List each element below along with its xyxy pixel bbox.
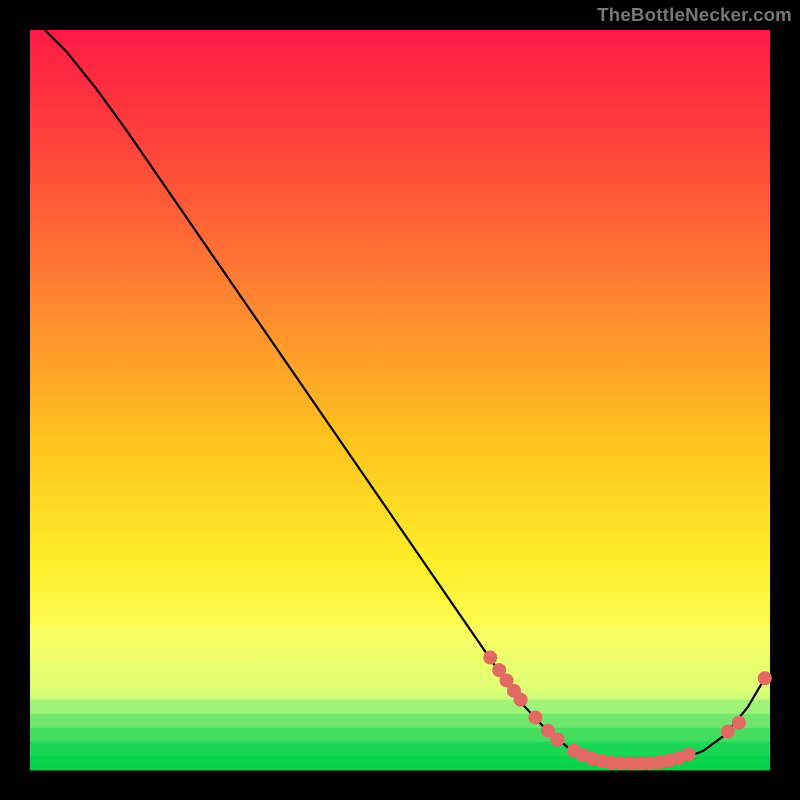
data-marker: [514, 693, 528, 707]
data-marker: [682, 747, 696, 761]
data-marker: [551, 733, 565, 747]
data-marker: [758, 671, 772, 685]
data-marker: [528, 710, 542, 724]
green-band: [30, 728, 770, 743]
data-marker: [721, 725, 735, 739]
bottleneck-chart: [0, 0, 800, 800]
data-marker: [732, 716, 746, 730]
green-band: [30, 700, 770, 715]
highlight-band: [30, 626, 770, 700]
green-band: [30, 714, 770, 729]
chart-stage: TheBottleNecker.com: [0, 0, 800, 800]
green-band: [30, 742, 770, 757]
data-marker: [483, 651, 497, 665]
